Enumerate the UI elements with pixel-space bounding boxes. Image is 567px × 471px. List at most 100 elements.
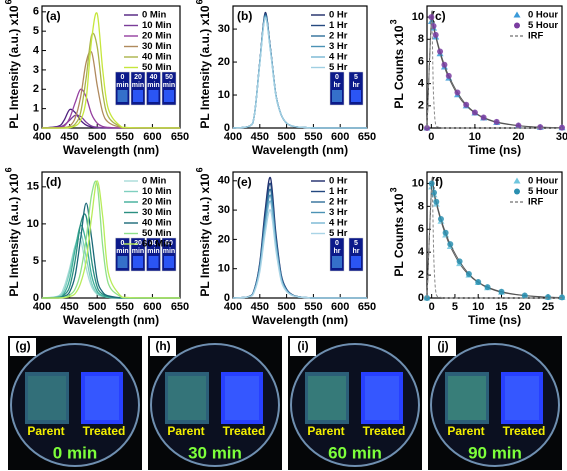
legend-label: 60 Min bbox=[142, 239, 172, 250]
legend-label: 5 Hour bbox=[528, 186, 558, 197]
x-tick-label: 20 bbox=[519, 301, 531, 313]
panel-label: (j) bbox=[437, 339, 448, 353]
inset-label: min bbox=[132, 82, 144, 89]
legend-label: 5 Hr bbox=[329, 62, 348, 73]
legend-marker bbox=[513, 11, 521, 18]
legend-label: 0 Min bbox=[142, 176, 166, 187]
y-tick-label: 30 bbox=[218, 204, 230, 216]
legend-label: 0 Hr bbox=[329, 10, 348, 21]
inset-glow bbox=[148, 90, 159, 102]
y-tick-label: 20 bbox=[218, 233, 230, 245]
marker bbox=[445, 72, 452, 79]
legend-label: 20 Min bbox=[142, 31, 172, 42]
x-tick-label: 25 bbox=[542, 301, 554, 313]
y-tick-label: 3 bbox=[33, 64, 39, 76]
x-tick-label: 15 bbox=[495, 301, 507, 313]
parent-sample bbox=[165, 372, 209, 424]
x-tick-label: 450 bbox=[60, 301, 78, 313]
x-tick-label: 10 bbox=[469, 131, 481, 143]
y-tick-label: 0 bbox=[224, 122, 230, 134]
legend-label: 0 Min bbox=[142, 10, 166, 21]
legend-label: 1 Hr bbox=[329, 186, 348, 197]
marker bbox=[428, 180, 435, 187]
x-tick-label: 550 bbox=[116, 131, 134, 143]
inset-glow bbox=[148, 256, 159, 268]
x-tick-label: 550 bbox=[304, 301, 322, 313]
x-tick-label: 400 bbox=[33, 131, 51, 143]
x-tick-label: 600 bbox=[331, 131, 349, 143]
marker bbox=[447, 241, 454, 248]
inset-label: 60 bbox=[165, 240, 173, 247]
spectrum-line bbox=[41, 180, 181, 299]
y-tick-label: 2 bbox=[418, 100, 424, 112]
x-tick-label: 30 bbox=[556, 131, 567, 143]
treated-glow bbox=[85, 376, 119, 420]
x-axis-label: Wavelength (nm) bbox=[252, 313, 348, 327]
inset-glow bbox=[332, 90, 342, 102]
x-axis-label: Wavelength (nm) bbox=[252, 143, 348, 157]
y-tick-label: 5 bbox=[33, 25, 39, 37]
legend-label: 4 Hr bbox=[329, 218, 348, 229]
legend-label: IRF bbox=[528, 197, 544, 208]
inset-label: min bbox=[147, 248, 159, 255]
x-tick-label: 600 bbox=[331, 301, 349, 313]
y-tick-label: 1 bbox=[33, 103, 39, 115]
legend-label: 10 Min bbox=[142, 20, 172, 31]
x-tick-label: 400 bbox=[224, 131, 242, 143]
legend-label: 5 Hr bbox=[329, 228, 348, 239]
parent-texture bbox=[308, 376, 346, 420]
marker bbox=[559, 294, 565, 301]
inset-label: 0 bbox=[121, 240, 125, 247]
x-tick-label: 550 bbox=[116, 301, 134, 313]
panel-label: (a) bbox=[46, 9, 61, 23]
inset-label: hr bbox=[353, 248, 360, 255]
y-tick-label: 2 bbox=[33, 83, 39, 95]
inset-label: hr bbox=[353, 82, 360, 89]
y-tick-label: 10 bbox=[412, 177, 424, 189]
marker bbox=[437, 215, 444, 222]
x-tick-label: 400 bbox=[33, 301, 51, 313]
y-tick-label: 8 bbox=[418, 200, 424, 212]
y-axis-exponent: 6 bbox=[194, 167, 204, 172]
panel-label: (b) bbox=[237, 9, 252, 23]
inset-label: min bbox=[147, 82, 159, 89]
x-tick-label: 450 bbox=[251, 301, 269, 313]
x-tick-label: 550 bbox=[304, 131, 322, 143]
y-tick-label: 40 bbox=[218, 175, 230, 187]
panel-label: (e) bbox=[237, 175, 252, 189]
legend-marker bbox=[514, 188, 520, 195]
x-tick-label: 650 bbox=[358, 131, 376, 143]
x-tick-label: 500 bbox=[277, 301, 295, 313]
x-tick-label: 650 bbox=[171, 131, 189, 143]
time-label: 30 min bbox=[188, 443, 242, 462]
sample-label: Treated bbox=[223, 424, 266, 438]
marker bbox=[545, 294, 552, 301]
inset-label: min bbox=[132, 248, 144, 255]
y-tick-label: 0 bbox=[418, 292, 424, 304]
y-tick-label: 4 bbox=[418, 246, 425, 258]
spectrum-line bbox=[41, 12, 181, 129]
marker bbox=[484, 284, 491, 291]
x-axis-label: Time (ns) bbox=[468, 313, 521, 327]
inset-label: min bbox=[116, 82, 128, 89]
treated-glow bbox=[365, 376, 399, 420]
legend-label: IRF bbox=[528, 31, 544, 42]
y-axis-label: PL Intensity (a.u.) x10 bbox=[198, 5, 212, 128]
marker bbox=[521, 292, 528, 299]
plot-frame bbox=[426, 5, 563, 129]
inset-glow bbox=[164, 256, 174, 268]
inset-glow bbox=[117, 256, 128, 268]
y-axis-label: PL Counts x10 bbox=[392, 193, 406, 276]
inset-label: hr bbox=[334, 82, 341, 89]
inset-glow bbox=[164, 90, 174, 102]
panel-label: (g) bbox=[15, 339, 30, 353]
y-axis-label: PL Counts x10 bbox=[392, 25, 406, 108]
time-label: 90 min bbox=[468, 443, 522, 462]
y-tick-label: 5 bbox=[33, 255, 39, 267]
inset-glow bbox=[351, 90, 361, 102]
y-axis-label: PL Intensity (a.u.) x10 bbox=[198, 173, 212, 296]
x-tick-label: 0 bbox=[428, 131, 434, 143]
marker bbox=[493, 118, 500, 125]
inset-glow bbox=[351, 256, 361, 268]
